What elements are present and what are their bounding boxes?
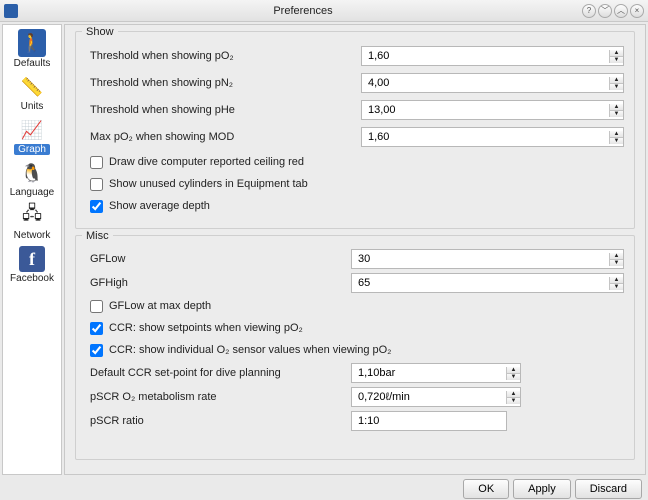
group-title: Show: [82, 26, 118, 38]
sidebar-item-network[interactable]: 🖧 Network: [4, 201, 60, 244]
pscr-ratio-field[interactable]: [351, 411, 507, 431]
sidebar-label: Defaults: [14, 58, 51, 69]
graph-icon: 📈: [17, 117, 47, 143]
network-icon: 🖧: [17, 203, 47, 229]
ccr-setpoints-row[interactable]: CCR: show setpoints when viewing pO₂: [86, 318, 624, 338]
unused-cyl-label: Show unused cylinders in Equipment tab: [109, 178, 308, 190]
gfhigh-label: GFHigh: [86, 277, 351, 289]
default-ccr-spin[interactable]: ▲▼: [351, 363, 521, 383]
ruler-icon: 📏: [17, 74, 47, 100]
pscr-metab-spin[interactable]: ▲▼: [351, 387, 521, 407]
avg-depth-label: Show average depth: [109, 200, 210, 212]
threshold-pn2-label: Threshold when showing pN₂: [86, 77, 361, 89]
threshold-po2-label: Threshold when showing pO₂: [86, 50, 361, 62]
window-buttons: ? ﹀ ︿ ×: [582, 4, 644, 18]
sidebar-label: Language: [10, 187, 55, 198]
step-down-icon[interactable]: ▼: [610, 283, 623, 290]
ok-button[interactable]: OK: [463, 479, 509, 499]
content-pane: Show Threshold when showing pO₂ ▲▼ Thres…: [64, 24, 646, 475]
help-button[interactable]: ?: [582, 4, 596, 18]
close-button[interactable]: ×: [630, 4, 644, 18]
max-po2-mod-label: Max pO₂ when showing MOD: [86, 131, 361, 143]
ccr-setpoints-label: CCR: show setpoints when viewing pO₂: [109, 322, 303, 334]
step-down-icon[interactable]: ▼: [507, 397, 520, 404]
avg-depth-row[interactable]: Show average depth: [86, 196, 624, 216]
max-po2-mod-input[interactable]: [362, 131, 609, 143]
titlebar: Preferences ? ﹀ ︿ ×: [0, 0, 648, 22]
gflow-spin[interactable]: ▲▼: [351, 249, 624, 269]
threshold-pn2-spin[interactable]: ▲▼: [361, 73, 624, 93]
avg-depth-checkbox[interactable]: [90, 200, 103, 213]
sidebar: 🚶 Defaults 📏 Units 📈 Graph 🐧 Language 🖧 …: [2, 24, 62, 475]
app-icon: [4, 4, 18, 18]
minimize-button[interactable]: ﹀: [598, 4, 612, 18]
default-ccr-input[interactable]: [352, 367, 506, 379]
step-down-icon[interactable]: ▼: [610, 110, 623, 117]
sidebar-item-units[interactable]: 📏 Units: [4, 72, 60, 115]
pscr-ratio-label: pSCR ratio: [86, 415, 351, 427]
group-misc: Misc GFLow ▲▼ GFHigh ▲▼ GFLow at max dep…: [75, 235, 635, 460]
sidebar-item-language[interactable]: 🐧 Language: [4, 158, 60, 201]
threshold-phe-label: Threshold when showing pHe: [86, 104, 361, 116]
pscr-metab-input[interactable]: [352, 391, 506, 403]
gfhigh-spin[interactable]: ▲▼: [351, 273, 624, 293]
ceiling-red-row[interactable]: Draw dive computer reported ceiling red: [86, 152, 624, 172]
window-title: Preferences: [24, 5, 582, 17]
step-down-icon[interactable]: ▼: [610, 137, 623, 144]
default-ccr-label: Default CCR set-point for dive planning: [86, 367, 351, 379]
group-title: Misc: [82, 230, 113, 242]
ccr-sensor-checkbox[interactable]: [90, 344, 103, 357]
gflow-label: GFLow: [86, 253, 351, 265]
sidebar-item-graph[interactable]: 📈 Graph: [4, 115, 60, 158]
sidebar-label: Facebook: [10, 273, 54, 284]
threshold-pn2-input[interactable]: [362, 77, 609, 89]
unused-cyl-row[interactable]: Show unused cylinders in Equipment tab: [86, 174, 624, 194]
step-down-icon[interactable]: ▼: [610, 259, 623, 266]
person-icon: 🚶: [18, 29, 46, 57]
facebook-icon: f: [19, 246, 45, 272]
sidebar-label: Network: [14, 230, 51, 241]
gflow-maxdepth-checkbox[interactable]: [90, 300, 103, 313]
sidebar-label: Units: [21, 101, 44, 112]
max-po2-mod-spin[interactable]: ▲▼: [361, 127, 624, 147]
ccr-sensor-label: CCR: show individual O₂ sensor values wh…: [109, 344, 391, 356]
dialog-footer: OK Apply Discard: [0, 477, 648, 500]
threshold-po2-spin[interactable]: ▲▼: [361, 46, 624, 66]
pscr-ratio-input[interactable]: [352, 415, 506, 427]
ccr-setpoints-checkbox[interactable]: [90, 322, 103, 335]
sidebar-item-facebook[interactable]: f Facebook: [4, 244, 60, 287]
apply-button[interactable]: Apply: [513, 479, 571, 499]
penguin-icon: 🐧: [17, 160, 47, 186]
step-down-icon[interactable]: ▼: [610, 56, 623, 63]
gfhigh-input[interactable]: [352, 277, 609, 289]
threshold-phe-spin[interactable]: ▲▼: [361, 100, 624, 120]
ccr-sensor-row[interactable]: CCR: show individual O₂ sensor values wh…: [86, 340, 624, 360]
discard-button[interactable]: Discard: [575, 479, 642, 499]
pscr-metab-label: pSCR O₂ metabolism rate: [86, 391, 351, 403]
threshold-phe-input[interactable]: [362, 104, 609, 116]
ceiling-red-label: Draw dive computer reported ceiling red: [109, 156, 304, 168]
ceiling-red-checkbox[interactable]: [90, 156, 103, 169]
gflow-input[interactable]: [352, 253, 609, 265]
gflow-maxdepth-row[interactable]: GFLow at max depth: [86, 296, 624, 316]
maximize-button[interactable]: ︿: [614, 4, 628, 18]
group-show: Show Threshold when showing pO₂ ▲▼ Thres…: [75, 31, 635, 229]
step-down-icon[interactable]: ▼: [507, 373, 520, 380]
threshold-po2-input[interactable]: [362, 50, 609, 62]
sidebar-item-defaults[interactable]: 🚶 Defaults: [4, 27, 60, 72]
gflow-maxdepth-label: GFLow at max depth: [109, 300, 211, 312]
sidebar-label: Graph: [14, 144, 50, 155]
step-down-icon[interactable]: ▼: [610, 83, 623, 90]
unused-cyl-checkbox[interactable]: [90, 178, 103, 191]
